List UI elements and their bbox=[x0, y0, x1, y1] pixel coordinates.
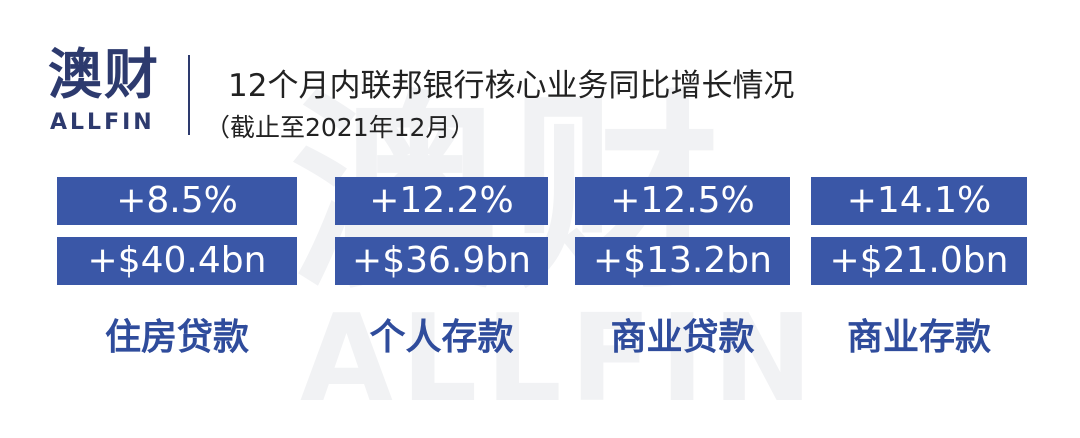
change-box: +8.5% bbox=[57, 177, 297, 225]
card-label: 商业存款 bbox=[846, 317, 991, 358]
amount-box: +$40.4bn bbox=[57, 237, 297, 285]
watermark-brand: ALLFIN bbox=[300, 290, 821, 429]
change-box: +14.1% bbox=[811, 177, 1027, 225]
logo-brand: ALLFIN bbox=[50, 110, 155, 135]
change-box: +12.2% bbox=[335, 177, 548, 225]
card-label: 商业贷款 bbox=[610, 317, 755, 358]
change-box: +12.5% bbox=[575, 177, 790, 225]
card-label: 个人存款 bbox=[369, 317, 514, 358]
amount-box: +$13.2bn bbox=[575, 237, 790, 285]
amount-box: +$21.0bn bbox=[811, 237, 1027, 285]
title: 12个月内联邦银行核心业务同比增长情况 bbox=[228, 68, 795, 104]
subtitle: （截止至2021年12月） bbox=[205, 113, 476, 142]
logo-mark: 澳财 bbox=[48, 43, 160, 106]
amount-box: +$36.9bn bbox=[335, 237, 548, 285]
card-label: 住房贷款 bbox=[104, 317, 249, 358]
separator bbox=[188, 55, 190, 135]
